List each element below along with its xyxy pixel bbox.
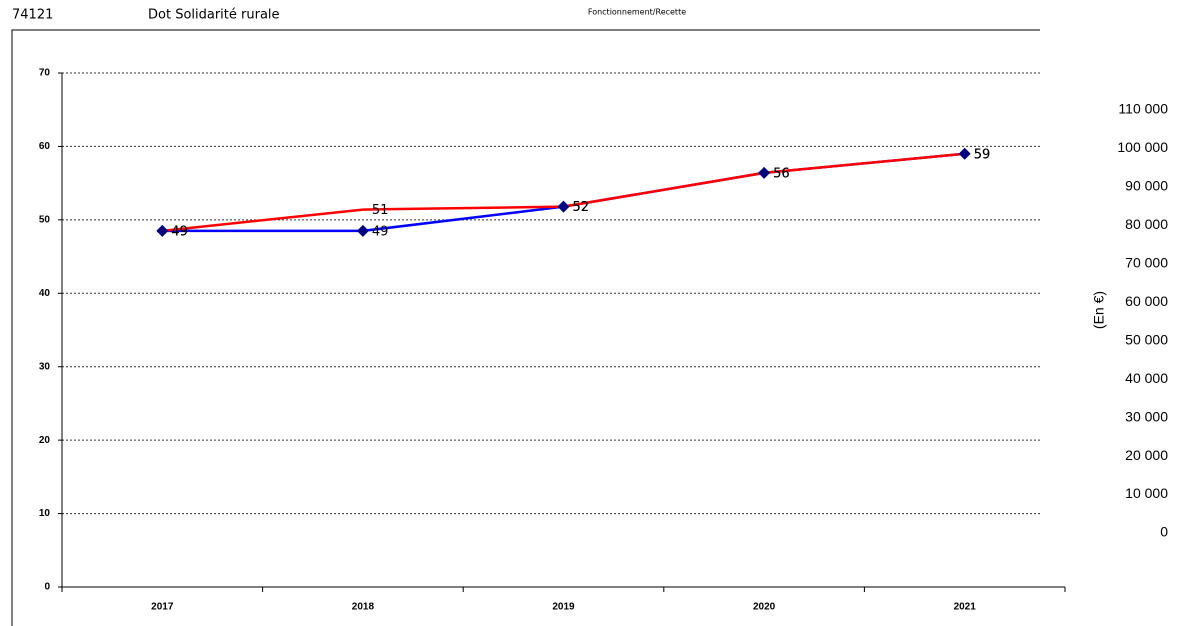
y2-tick-label: 110 000 — [1118, 101, 1168, 117]
series-line — [162, 152, 965, 233]
x-tick-label: 2017 — [151, 602, 174, 613]
y-tick-label: 40 — [39, 288, 51, 299]
value-label: 49 — [171, 224, 188, 239]
code: 74121 — [12, 8, 53, 23]
y-tick-label: 30 — [39, 361, 51, 372]
y2-label: (En €) — [1091, 291, 1107, 329]
value-label: 56 — [773, 166, 790, 181]
y-tick-label: 0 — [44, 582, 50, 593]
value-label: 52 — [573, 200, 590, 215]
frame — [11, 29, 1040, 626]
y2-tick-label: 0 — [1160, 524, 1168, 540]
y2-tick-label: 60 000 — [1125, 293, 1168, 309]
y2-tick-label: 100 000 — [1117, 139, 1168, 155]
value-label: 51 — [372, 203, 389, 218]
y2-tick-label: 30 000 — [1125, 408, 1168, 424]
marker — [557, 200, 570, 213]
y-tick-label: 70 — [39, 68, 51, 79]
marker — [958, 147, 971, 160]
y2-tick-label: 50 000 — [1125, 331, 1168, 347]
marker — [156, 224, 169, 237]
y-tick-label: 50 — [39, 214, 51, 225]
y-tick-label: 60 — [39, 141, 51, 152]
value-label: 59 — [974, 147, 991, 162]
x-tick-label: 2021 — [954, 602, 977, 613]
y2-tick-label: 20 000 — [1125, 447, 1168, 463]
value-label: 49 — [372, 224, 389, 239]
y2-tick-label: 80 000 — [1125, 216, 1168, 232]
value-label: 52 — [573, 200, 590, 215]
y-tick-label: 10 — [39, 508, 51, 519]
y2-tick-label: 90 000 — [1125, 178, 1168, 194]
x-tick-label: 2020 — [753, 602, 776, 613]
y2-tick-label: 40 000 — [1125, 370, 1168, 386]
x-tick-label: 2019 — [552, 602, 575, 613]
marker — [356, 224, 369, 237]
x-tick-label: 2018 — [352, 602, 375, 613]
section: Fonctionnement/Recette — [588, 8, 686, 17]
marker — [758, 166, 771, 179]
value-label: 49 — [171, 224, 188, 239]
y-tick-label: 20 — [39, 435, 51, 446]
y2-tick-label: 10 000 — [1125, 485, 1168, 501]
label: Dot Solidarité rurale — [148, 8, 280, 23]
value-label: 59 — [974, 147, 991, 162]
y2-tick-label: 70 000 — [1125, 255, 1168, 271]
value-label: 56 — [773, 166, 790, 181]
